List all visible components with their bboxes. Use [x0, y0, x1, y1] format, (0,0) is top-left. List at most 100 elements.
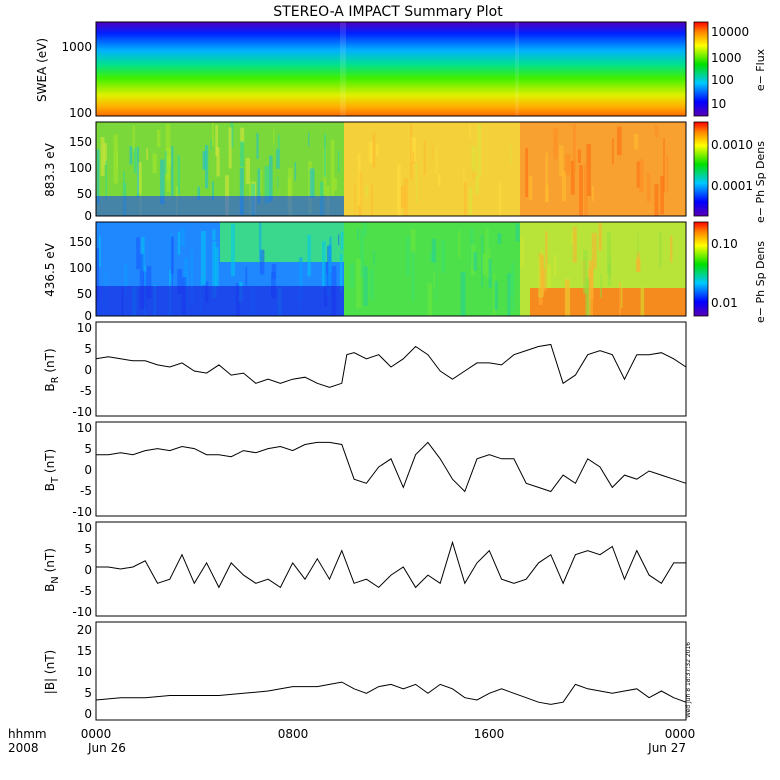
pad883-streaks-streak: [165, 124, 171, 180]
swea-panel: 1000 100 SWEA (eV) 10000 1000 100 10 e− …: [35, 21, 767, 120]
pad436-streaks-streak: [494, 281, 498, 310]
pad883-streaks-streak: [240, 141, 245, 168]
bn-ytick-m5: -5: [80, 584, 92, 598]
pad436-streaks-streak: [670, 235, 673, 263]
pad883-streaks-streak: [528, 176, 533, 201]
bt-ytick-m10: -10: [72, 505, 92, 519]
pad883-streaks-streak: [573, 124, 576, 174]
pad883-streaks-streak: [634, 133, 639, 150]
pad883-streaks-streak: [105, 160, 107, 199]
pad883-streaks-streak: [400, 185, 406, 208]
bn-frame: [95, 521, 687, 617]
pad436-streaks-streak: [588, 260, 594, 299]
bmag-ytick-5: 5: [84, 686, 92, 700]
pad436-streaks-streak: [598, 223, 603, 251]
bt-ylabel: BT (nT): [43, 449, 61, 491]
pad883-streaks-streak: [330, 139, 335, 196]
pad883-streaks-streak: [324, 134, 326, 177]
pad436-streaks-streak: [180, 227, 185, 246]
xtick-0000-start: 0000: [81, 727, 112, 741]
pad436-streaks-streak: [411, 249, 415, 301]
pad436-streaks-streak: [146, 266, 152, 299]
pad436-streaks-streak: [482, 253, 487, 275]
pad436-streaks-streak: [177, 269, 183, 294]
pad883-streaks-streak: [423, 140, 426, 175]
pad883-streaks-streak: [354, 184, 356, 215]
pad883-streaks-streak: [309, 168, 315, 198]
pad436-ylabel: 436.5 eV: [43, 242, 57, 297]
pad436-streaks-streak: [245, 267, 248, 286]
pad883-streaks-streak: [586, 143, 591, 196]
pad883-streaks-streak: [463, 166, 465, 183]
pad436-streaks-streak: [171, 236, 173, 287]
pad883-streaks-streak: [372, 132, 376, 169]
pad883-streaks-streak: [257, 168, 261, 204]
pad883-streaks-streak: [146, 148, 149, 161]
pad436-streaks-streak: [328, 244, 332, 287]
pad883-streaks-streak: [133, 147, 137, 174]
pad436-streaks-streak: [545, 231, 548, 270]
pad883-streaks-streak: [472, 166, 475, 180]
pad436-colorbar: [693, 221, 709, 317]
pad436-cb-label: e− Ph Sp Dens: [754, 241, 767, 323]
pad436-streaks-streak: [564, 279, 570, 316]
bmag-ytick-15: 15: [77, 644, 92, 658]
pad883-streaks-streak: [288, 168, 293, 216]
pad436-streaks-streak: [212, 229, 216, 241]
pad436-ytick-50: 50: [77, 287, 92, 301]
pad436-streaks-streak: [362, 222, 367, 237]
pad436-streaks-streak: [488, 258, 492, 288]
pad883-streaks-streak: [666, 155, 669, 193]
pad883-streaks-streak: [164, 150, 167, 175]
bn-ylabel: BN (nT): [43, 548, 61, 592]
pad883-panel: 150 100 50 0 883.3 eV 0.0010 0.0001 e− P…: [43, 121, 767, 223]
pad883-streaks-streak: [210, 140, 212, 151]
pad883-streaks-streak: [212, 122, 214, 147]
pad436-streaks-streak: [637, 233, 639, 256]
pad883-streaks-streak: [205, 145, 209, 189]
pad436-streaks-streak: [619, 282, 621, 316]
pad436-streaks-streak: [338, 234, 340, 246]
pad883-streaks-streak: [545, 184, 549, 202]
pad436-streaks-streak: [357, 228, 359, 241]
pad883-streaks-streak: [471, 146, 476, 172]
pad436-streaks-streak: [485, 227, 489, 258]
pad883-streaks-streak: [553, 128, 558, 160]
bn-panel: 10 5 0 -5 -10 BN (nT): [43, 521, 687, 619]
bt-series-line: [96, 441, 687, 493]
pad436-ytick-0: 0: [84, 309, 92, 323]
pad883-streaks-streak: [132, 125, 135, 153]
pad883-streaks-streak: [228, 127, 232, 169]
pad883-streaks-streak: [215, 124, 218, 156]
swea-cb-tick-1000: 1000: [711, 51, 742, 65]
pad883-streaks-streak: [308, 132, 310, 147]
swea-ylabel: SWEA (eV): [35, 38, 49, 102]
pad883-streaks-streak: [177, 154, 180, 195]
pad436-streaks-streak: [429, 251, 434, 262]
pad436-streaks-streak: [411, 229, 416, 253]
pad883-ytick-150: 150: [69, 135, 92, 149]
stamp-text: Wed Jun 8 18:37:32 2016: [685, 642, 692, 718]
pad883-streaks-streak: [225, 175, 229, 216]
pad436-streaks-streak: [259, 249, 265, 275]
pad436-streaks-streak: [540, 255, 545, 296]
pad436-ytick-150: 150: [69, 235, 92, 249]
pad883-streaks-streak: [123, 171, 125, 186]
pad436-streaks-streak: [541, 269, 547, 292]
pad436-streaks-streak: [497, 233, 502, 244]
bt-ytick-5: 5: [84, 442, 92, 456]
bmag-panel: 20 15 10 5 0 |B| (nT) Wed Jun 8 18:37:32…: [43, 621, 692, 721]
pad436-streaks-streak: [201, 231, 206, 285]
pad883-streaks-streak: [636, 161, 640, 188]
pad883-streaks-streak: [100, 137, 105, 176]
pad436-streaks-streak: [340, 253, 343, 293]
pad883-ylabel: 883.3 eV: [43, 142, 57, 197]
pad883-streaks-streak: [239, 168, 244, 215]
pad883-streaks-streak: [617, 126, 622, 156]
pad436-streaks-streak: [431, 239, 437, 263]
bmag-ytick-10: 10: [77, 665, 92, 679]
pad436-streaks-streak: [635, 258, 641, 272]
pad436-streaks-streak: [99, 235, 101, 267]
pad436-streaks-streak: [307, 234, 311, 277]
